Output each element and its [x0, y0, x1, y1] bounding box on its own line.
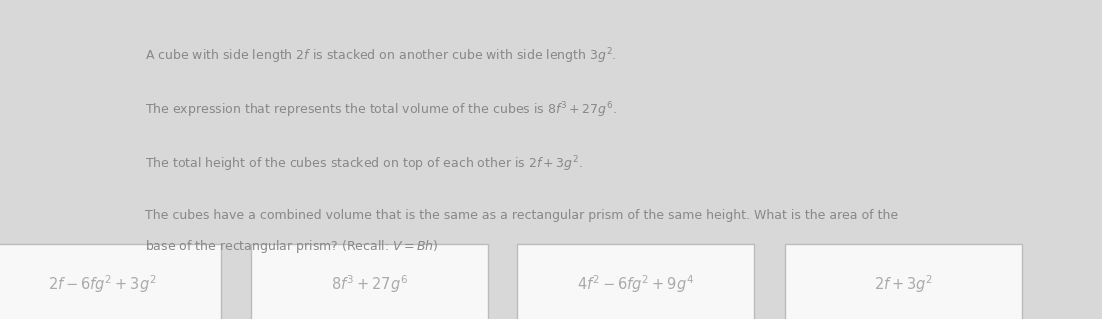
Text: $4f^2 - 6fg^2 + 9g^4$: $4f^2 - 6fg^2 + 9g^4$ [577, 273, 694, 295]
Text: The cubes have a combined volume that is the same as a rectangular prism of the : The cubes have a combined volume that is… [145, 209, 898, 222]
FancyBboxPatch shape [0, 244, 220, 319]
Text: A cube with side length $2f$ is stacked on another cube with side length $3g^2$.: A cube with side length $2f$ is stacked … [145, 46, 617, 66]
Text: $2f - 6fg^2 + 3g^2$: $2f - 6fg^2 + 3g^2$ [48, 273, 156, 295]
FancyBboxPatch shape [785, 244, 1022, 319]
FancyBboxPatch shape [518, 244, 754, 319]
FancyBboxPatch shape [251, 244, 487, 319]
Text: base of the rectangular prism? (Recall: $V = Bh$): base of the rectangular prism? (Recall: … [145, 238, 439, 255]
Text: $2f + 3g^2$: $2f + 3g^2$ [874, 273, 933, 295]
Text: The total height of the cubes stacked on top of each other is $2f + 3g^2$.: The total height of the cubes stacked on… [145, 155, 583, 174]
Text: $8f^3 + 27g^6$: $8f^3 + 27g^6$ [331, 273, 408, 295]
Text: The expression that represents the total volume of the cubes is $8f^3 + 27g^6$.: The expression that represents the total… [145, 100, 617, 120]
